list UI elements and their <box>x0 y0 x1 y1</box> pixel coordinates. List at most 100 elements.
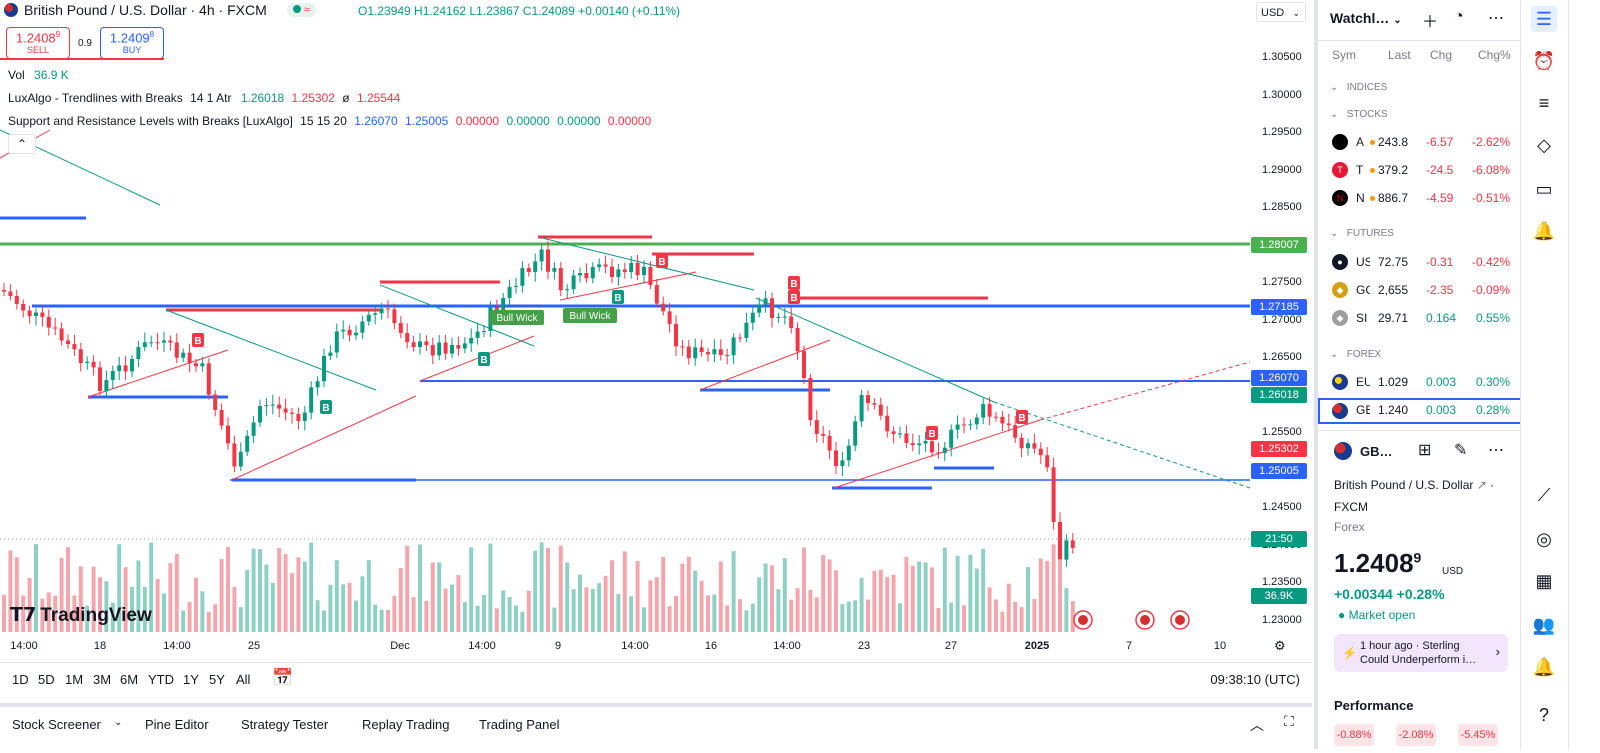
collapse-legend-button[interactable]: ⌃ <box>8 134 36 154</box>
layout-icon[interactable]: ⊞ <box>1418 442 1432 459</box>
tab-pine-editor[interactable]: Pine Editor <box>145 717 209 732</box>
volume-bar <box>430 562 435 632</box>
range-ytd-button[interactable]: YTD <box>148 672 174 687</box>
layers-icon[interactable]: ◇ <box>1537 134 1551 155</box>
vol-label: Vol <box>8 68 25 82</box>
range-5y-button[interactable]: 5Y <box>209 672 225 687</box>
sell-button[interactable]: 1.24089 SELL <box>6 27 70 59</box>
detail-symbol[interactable]: GB… <box>1334 442 1393 460</box>
settings-gear-icon[interactable]: ⚙ <box>1274 638 1286 653</box>
add-symbol-icon[interactable]: ＋ <box>1422 14 1439 31</box>
chat-icon[interactable]: ▭ <box>1535 178 1553 199</box>
sr-levels-legend[interactable]: Support and Resistance Levels with Break… <box>8 114 651 128</box>
luxalgo-trendlines-legend[interactable]: LuxAlgo - Trendlines with Breaks 14 1 At… <box>8 91 400 105</box>
volume-bar <box>558 545 563 632</box>
volume-bar <box>66 547 70 632</box>
chart-pane[interactable]: B B B B B B B B B Bull Wick Bull Wick British Poun… <box>0 0 1312 660</box>
column-header-chg[interactable]: Chg <box>1430 48 1453 62</box>
add-list-icon[interactable]: ≡ <box>1538 92 1550 113</box>
volume-bar <box>898 603 902 632</box>
more-options-icon[interactable]: ⋯ <box>1488 442 1504 459</box>
currency-select[interactable]: USD ⌄ <box>1256 2 1306 22</box>
candle-body <box>46 316 51 328</box>
advanced-view-icon[interactable]: ◔ <box>1454 8 1464 25</box>
watchlist-title[interactable]: Watchl… ⌄ <box>1330 10 1402 26</box>
column-header-last[interactable]: Last <box>1388 48 1411 62</box>
list-item-selected[interactable]: GE 1.240 0.003 0.28% <box>1318 398 1524 424</box>
section-stocks[interactable]: ⌄ STOCKS <box>1330 109 1388 120</box>
sell-price: 1.2408 <box>15 30 56 46</box>
candle-body <box>898 433 902 435</box>
community-icon[interactable]: 👥 <box>1532 614 1556 635</box>
bell-icon[interactable]: 🔔 <box>1532 220 1556 241</box>
range-all-button[interactable]: All <box>236 672 251 687</box>
drawing-tools-icon[interactable]: ⟋ <box>1537 484 1551 505</box>
range-1y-button[interactable]: 1Y <box>183 672 199 687</box>
watchlist-icon[interactable]: ☰ <box>1531 6 1557 32</box>
list-item[interactable]: EU 1.029 0.003 0.30% <box>1318 370 1524 396</box>
buy-button[interactable]: 1.24098 BUY <box>100 27 164 59</box>
list-item-chgp: 0.30% <box>1475 375 1510 389</box>
range-1d-button[interactable]: 1D <box>12 672 29 687</box>
target-icon[interactable]: ◎ <box>1536 528 1552 549</box>
more-options-icon[interactable]: ⋯ <box>1488 10 1504 27</box>
candle-body <box>277 404 282 409</box>
symbol-title[interactable]: British Pound / U.S. Dollar · 4h · FXCM … <box>4 2 316 18</box>
candle-body <box>430 345 435 356</box>
volume-bar <box>706 595 710 632</box>
volume-bar <box>72 595 77 632</box>
list-item[interactable]: ● US 72.75 -0.31 -0.42% <box>1318 250 1524 276</box>
tab-stock-screener[interactable]: Stock Screener <box>12 717 101 732</box>
section-futures[interactable]: ⌄ FUTURES <box>1330 228 1394 239</box>
date-range-calendar-icon[interactable]: 📅 <box>272 668 294 687</box>
volume-bar <box>930 567 934 632</box>
time-tick: 10 <box>1213 640 1227 652</box>
tab-strategy-tester[interactable]: Strategy Tester <box>241 717 329 732</box>
volume-bar <box>763 563 768 632</box>
list-item[interactable]: ◆ GC 2,655 -2.35 -0.09% <box>1318 278 1524 304</box>
candle-body <box>981 404 986 418</box>
list-item[interactable]: T T 379.2 -24.5 -6.08% <box>1318 158 1524 184</box>
tab-trading-panel[interactable]: Trading Panel <box>479 717 560 732</box>
volume-bar <box>968 554 973 632</box>
volume-legend[interactable]: Vol 36.9 K <box>8 68 69 82</box>
tab-replay-trading[interactable]: Replay Trading <box>362 717 450 732</box>
tesla-logo-icon: T <box>1332 162 1348 178</box>
notifications-icon[interactable]: 🔔 <box>1532 656 1556 677</box>
section-indices[interactable]: ⌄ INDICES <box>1330 82 1387 93</box>
volume-bar <box>392 595 397 632</box>
price-axis[interactable]: 1.30500 1.30000 1.29500 1.29000 1.28500 … <box>1250 0 1310 660</box>
external-link-icon[interactable]: ↗ <box>1476 478 1487 492</box>
volume-bar <box>206 611 211 632</box>
volume-bar <box>1026 567 1030 632</box>
range-3m-button[interactable]: 3M <box>93 672 112 687</box>
range-6m-button[interactable]: 6M <box>120 672 139 687</box>
range-5d-button[interactable]: 5D <box>38 672 55 687</box>
maximize-panel-icon[interactable]: ⛶ <box>1284 713 1294 729</box>
list-item[interactable]: ◆ SI 29.71 0.164 0.55% <box>1318 306 1524 332</box>
edit-icon[interactable]: ✎ <box>1454 442 1468 459</box>
utc-clock[interactable]: 09:38:10 (UTC) <box>1210 672 1300 687</box>
break-marker <box>788 276 800 290</box>
time-axis[interactable]: 14:00 18 14:00 25 Dec 14:00 9 14:00 16 1… <box>0 637 1250 657</box>
list-item[interactable]: A 243.8 -6.57 -2.62% <box>1318 130 1524 156</box>
section-forex[interactable]: ⌄ FOREX <box>1330 349 1381 360</box>
time-tick: 27 <box>944 640 958 652</box>
alarm-clock-icon[interactable]: ⏰ <box>1532 50 1556 71</box>
collapse-panel-icon[interactable]: ︿ <box>1250 717 1264 733</box>
apple-logo-icon <box>1332 134 1348 150</box>
help-icon[interactable]: ? <box>1538 704 1549 725</box>
list-item[interactable]: N N 886.7 -4.59 -0.51% <box>1318 186 1524 212</box>
range-1m-button[interactable]: 1M <box>65 672 84 687</box>
calendar-icon[interactable]: ▦ <box>1535 570 1553 591</box>
candle-body <box>411 342 416 348</box>
news-item[interactable]: ⚡ 1 hour ago · Sterling Could Underperfo… <box>1334 634 1508 672</box>
candle-body <box>712 349 717 355</box>
column-header-chgp[interactable]: Chg% <box>1478 48 1511 62</box>
sell-price-sup: 9 <box>55 30 61 39</box>
break-marker-label: B <box>480 355 487 366</box>
column-header-sym[interactable]: Sym <box>1332 48 1356 62</box>
symbol-name[interactable]: British Pound / U.S. Dollar · 4h · FXCM <box>24 2 267 18</box>
chevron-down-icon[interactable]: ⌄ <box>114 717 123 728</box>
